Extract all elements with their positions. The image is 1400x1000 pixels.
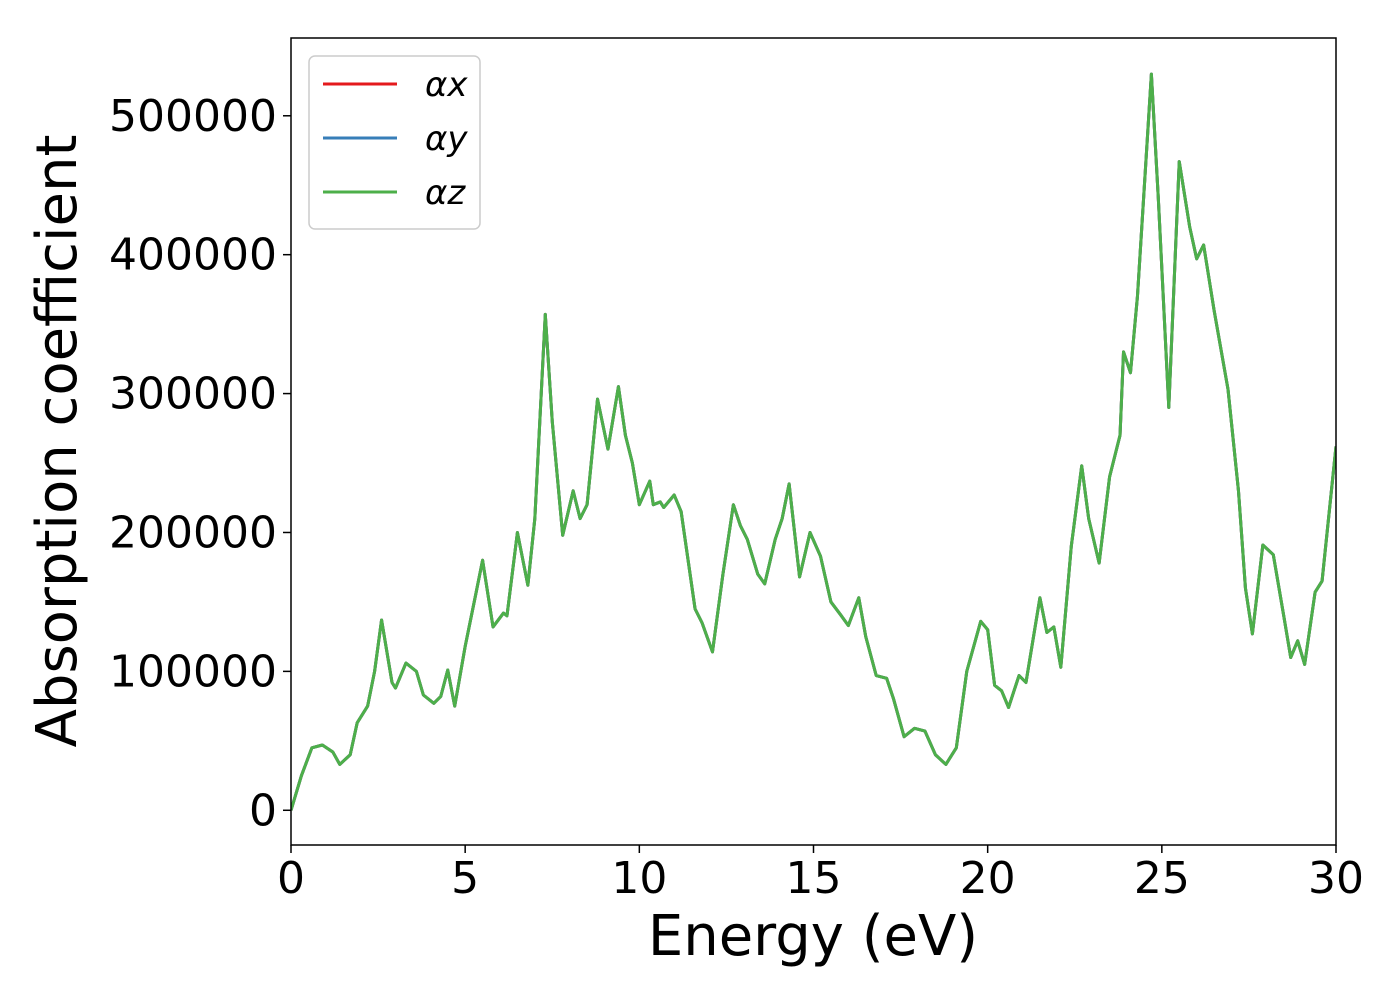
line-series (291, 72, 1336, 811)
y-tick-label: 300000 (109, 369, 277, 420)
legend-label: αy (425, 119, 468, 159)
y-axis-label: Absorption coefficient (25, 135, 90, 748)
y-tick-label: 200000 (109, 507, 277, 558)
x-tick-label: 0 (277, 853, 305, 904)
x-tick-label: 5 (451, 853, 479, 904)
y-tick-label: 400000 (109, 230, 277, 281)
x-tick-label: 10 (611, 853, 667, 904)
y-tick-label: 500000 (109, 91, 277, 142)
x-axis-label: Energy (eV) (648, 904, 978, 969)
legend-label: αx (425, 65, 468, 105)
x-tick-label: 20 (960, 853, 1016, 904)
x-tick-label: 30 (1308, 853, 1364, 904)
legend-box (308, 55, 481, 230)
y-tick-label: 0 (249, 785, 277, 836)
plot-frame (290, 37, 1337, 846)
x-tick-label: 15 (786, 853, 842, 904)
y-tick-label: 100000 (109, 646, 277, 697)
legend-label: αz (425, 173, 466, 213)
x-tick-label: 25 (1134, 853, 1190, 904)
